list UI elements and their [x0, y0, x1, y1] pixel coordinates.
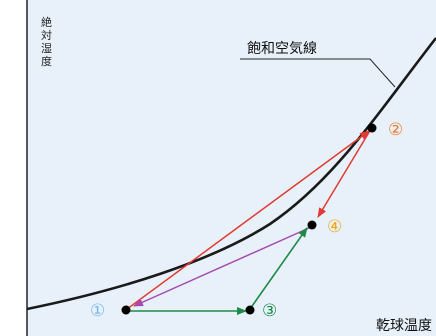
arrow-1-to-2: [126, 130, 370, 310]
point-3-label: ③: [262, 301, 277, 321]
point-4: [307, 220, 317, 230]
y-axis-label-char-4: 度: [41, 54, 52, 68]
saturation-curve-label: 飽和空気線: [247, 40, 317, 57]
curve-label-leader: [240, 58, 396, 88]
arrow-4-to-1: [133, 227, 310, 307]
point-3: [245, 305, 255, 315]
x-axis-label: 乾球温度: [376, 318, 432, 334]
point-2-label: ②: [388, 120, 403, 140]
arrow-2-to-4: [317, 128, 372, 218]
arrow-3-to-4: [249, 227, 308, 310]
saturation-curve: [26, 37, 436, 311]
point-4-label: ④: [327, 217, 342, 237]
chart-background: [27, 0, 436, 336]
point-1: [121, 305, 131, 315]
point-2: [367, 123, 377, 133]
point-1-label: ①: [90, 301, 105, 321]
y-axis-label-char-3: 湿: [41, 42, 52, 55]
y-axis-label-char-1: 絶: [41, 15, 52, 29]
y-axis-label-char-2: 対: [41, 28, 52, 42]
